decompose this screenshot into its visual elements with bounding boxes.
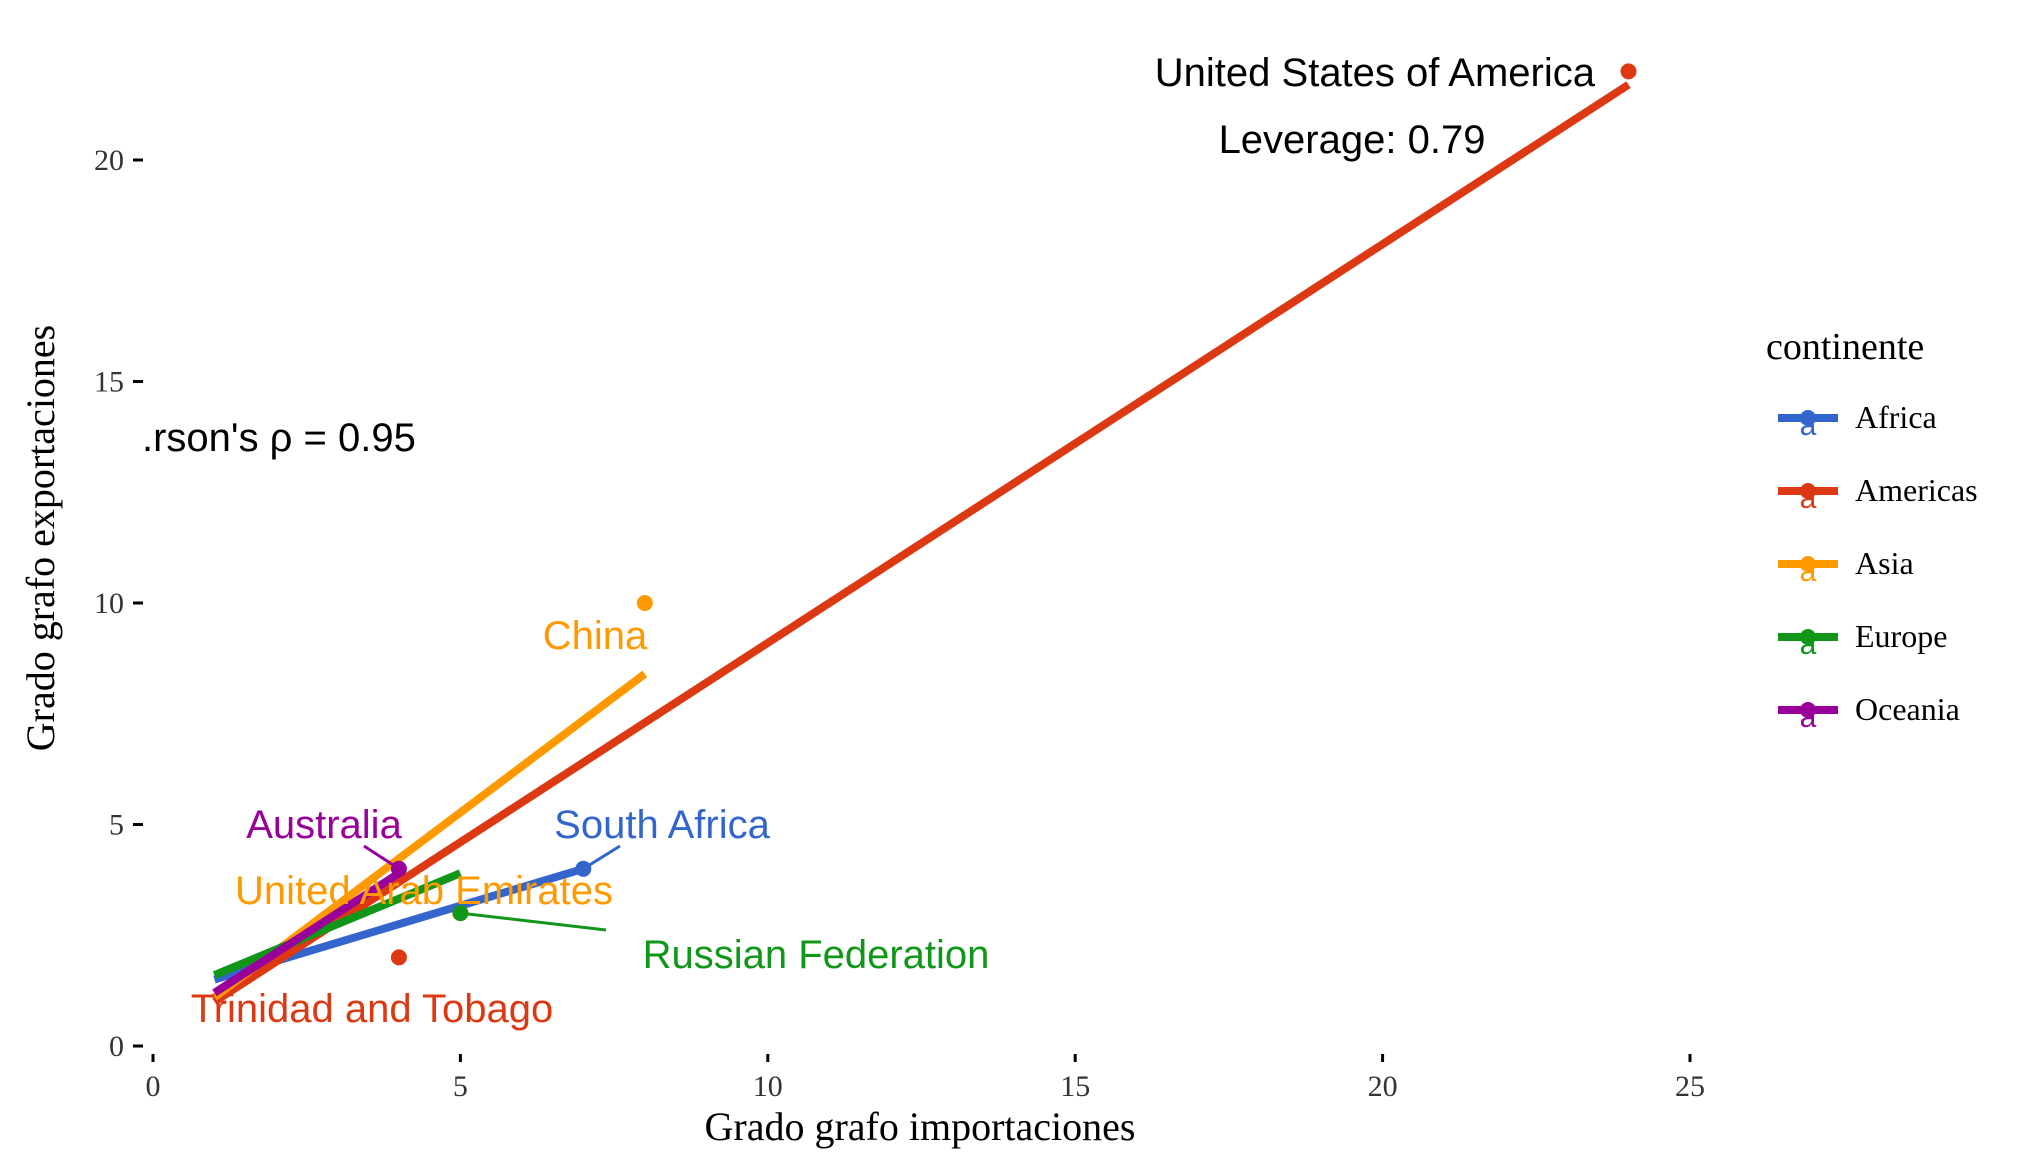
y-tick-label: 20 xyxy=(94,144,124,177)
legend-label: Asia xyxy=(1855,545,1914,581)
point-label: Trinidad and Tobago xyxy=(191,987,554,1031)
fit-line-europe xyxy=(212,869,462,979)
y-tick-label: 10 xyxy=(94,587,124,620)
fit-line-americas xyxy=(212,81,1631,1006)
x-tick-label: 15 xyxy=(1060,1070,1090,1103)
regression-lines xyxy=(212,81,1631,1006)
legend-label: Oceania xyxy=(1855,691,1960,727)
x-tick-label: 5 xyxy=(453,1070,468,1103)
point-label: China xyxy=(543,614,648,658)
legend-key-point xyxy=(1800,629,1816,645)
axes: 0 5 10 15 20 25 0 5 10 15 20 xyxy=(94,144,1705,1103)
point-label: Australia xyxy=(246,803,402,847)
legend-key-point xyxy=(1800,556,1816,572)
legend-key-glyph: a xyxy=(1800,628,1817,661)
x-tick-label: 10 xyxy=(753,1070,783,1103)
y-tick-label: 5 xyxy=(109,809,124,842)
correlation-annotation: .rson's ρ = 0.95 xyxy=(142,416,416,460)
point-label: United States of America xyxy=(1155,51,1596,95)
y-tick-label: 15 xyxy=(94,366,124,399)
fit-line-oceania xyxy=(212,869,402,997)
legend-key-glyph: a xyxy=(1800,409,1817,442)
legend-key-glyph: a xyxy=(1800,555,1817,588)
x-tick-label: 20 xyxy=(1368,1070,1398,1103)
data-point xyxy=(636,595,653,611)
data-point xyxy=(1620,63,1637,80)
legend-label: Europe xyxy=(1855,618,1947,654)
label-leader xyxy=(460,911,607,932)
point-label: South Africa xyxy=(554,803,770,847)
legend-label: Africa xyxy=(1855,399,1937,435)
legend-label: Americas xyxy=(1855,472,1978,508)
y-axis-title: Grado grafo exportaciones xyxy=(18,325,63,751)
data-point xyxy=(390,949,407,966)
x-tick-label: 0 xyxy=(146,1070,161,1103)
label-leader xyxy=(582,844,621,871)
legend-key-glyph: a xyxy=(1800,701,1817,734)
legend-title: continente xyxy=(1766,326,1924,368)
point-labels: South Africa United States of America Trin… xyxy=(191,51,1596,1031)
legend-key-point xyxy=(1800,410,1816,426)
legend-key-point xyxy=(1800,702,1816,718)
point-label: United Arab Emirates xyxy=(235,869,613,913)
legend-key-glyph: a xyxy=(1800,482,1817,515)
x-axis-title: Grado grafo importaciones xyxy=(705,1104,1136,1149)
y-tick-label: 0 xyxy=(109,1030,124,1063)
x-tick-label: 25 xyxy=(1675,1070,1705,1103)
leverage-annotation: Leverage: 0.79 xyxy=(1219,118,1486,162)
label-leader xyxy=(363,844,400,871)
legend-key-point xyxy=(1800,483,1816,499)
point-label: Russian Federation xyxy=(643,933,990,977)
legend: continente a Africa a Americas a Asia a Europe a… xyxy=(1766,326,1978,734)
